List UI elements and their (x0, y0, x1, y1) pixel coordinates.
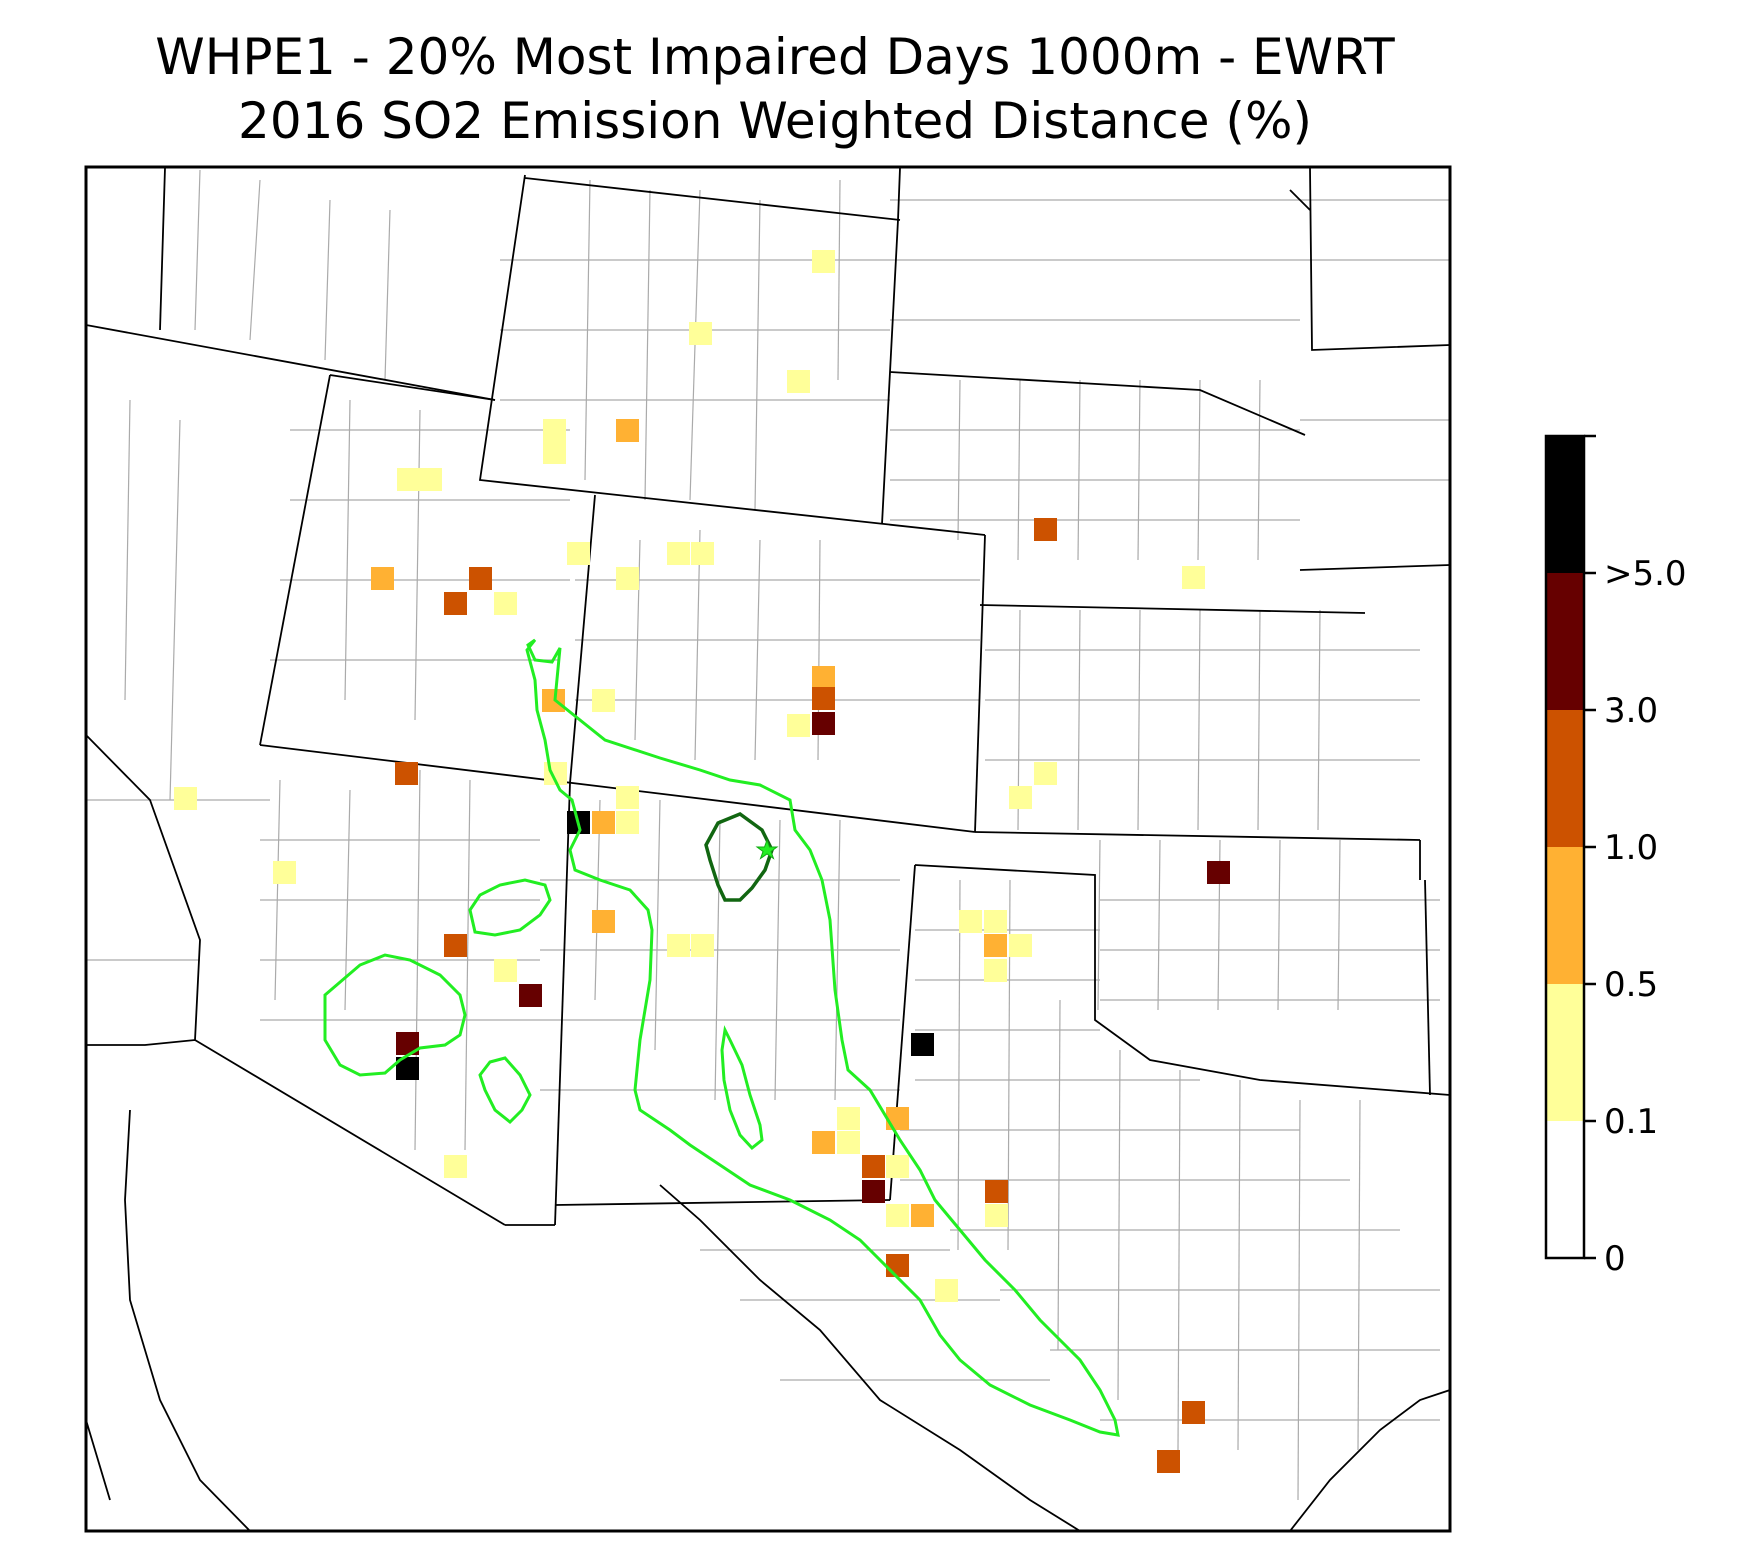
emission-cell (396, 1057, 419, 1080)
colorbar-box (1546, 847, 1584, 984)
contour-outer-small2 (478, 1056, 532, 1125)
emission-cell (691, 934, 714, 957)
emission-cell (667, 542, 690, 565)
emission-cell (616, 786, 639, 809)
emission-cell (886, 1107, 909, 1130)
colorbar-tick-label: 0.1 (1604, 1102, 1658, 1142)
colorbar-tick-label: 0.5 (1604, 965, 1658, 1005)
emission-cell (395, 762, 418, 785)
emission-cell (985, 1180, 1008, 1203)
emission-cell (812, 1131, 835, 1154)
emission-cell (985, 1204, 1008, 1227)
emission-cell (1157, 1450, 1180, 1473)
emission-cell (862, 1155, 885, 1178)
emission-cell (494, 592, 517, 615)
map-area (86, 167, 1450, 1531)
emission-cell (174, 787, 197, 810)
emission-cell (543, 419, 566, 442)
contours (323, 638, 1120, 1437)
emission-cell (689, 322, 712, 345)
emission-cell (592, 811, 615, 834)
emission-cell (984, 959, 1007, 982)
emission-cell (812, 712, 835, 735)
emission-cell (691, 542, 714, 565)
state-borders (86, 167, 1450, 1531)
map-title: WHPE1 - 20% Most Impaired Days 1000m - E… (155, 28, 1395, 86)
emission-cell (959, 910, 982, 933)
emission-cell (371, 567, 394, 590)
map-frame (84, 165, 1452, 1533)
emission-cell (616, 419, 639, 442)
emission-cell (1182, 1401, 1205, 1424)
emission-cell (935, 1279, 958, 1302)
colorbar-tick-label: 1.0 (1604, 828, 1658, 868)
emission-cell (273, 861, 296, 884)
colorbar-tick-label: 3.0 (1604, 691, 1658, 731)
emission-cell (1034, 762, 1057, 785)
emission-cell (837, 1131, 860, 1154)
emission-cell (494, 959, 517, 982)
contour-outer-small3 (720, 1025, 764, 1151)
emission-cell (419, 468, 442, 491)
emission-cell (1009, 786, 1032, 809)
emission-cell (984, 934, 1007, 957)
emission-cell (1182, 566, 1205, 589)
emission-cell (787, 370, 810, 393)
emission-cell (886, 1204, 909, 1227)
site-star-icon (755, 838, 779, 860)
emission-cell (567, 542, 590, 565)
emission-cell (469, 567, 492, 590)
emission-cell (592, 689, 615, 712)
colorbar-box (1546, 436, 1584, 573)
emission-cell (837, 1107, 860, 1130)
emission-cell (519, 984, 542, 1007)
emission-cell (444, 592, 467, 615)
emission-cell (812, 687, 835, 710)
map-subtitle: 2016 SO2 Emission Weighted Distance (%) (238, 92, 1312, 150)
emission-cell (862, 1180, 885, 1203)
emission-cell (787, 714, 810, 737)
emission-cell (444, 934, 467, 957)
contour-outer-sw (323, 953, 467, 1077)
colorbar-box (1546, 573, 1584, 710)
emission-cell (984, 910, 1007, 933)
emission-cell (397, 468, 420, 491)
emission-cell (1034, 518, 1057, 541)
emission-cell (616, 567, 639, 590)
contour-inner (704, 812, 774, 902)
contour-outer-small1 (468, 878, 552, 937)
emission-cell (592, 910, 615, 933)
emission-cell (444, 1155, 467, 1178)
colorbar-box (1546, 710, 1584, 847)
emission-cells (174, 250, 1230, 1473)
emission-cell (911, 1033, 934, 1056)
emission-cell (396, 1032, 419, 1055)
emission-cell (886, 1254, 909, 1277)
contour-outer-main (525, 638, 1120, 1437)
emission-cell (911, 1204, 934, 1227)
colorbar-box (1546, 984, 1584, 1121)
emission-cell (543, 441, 566, 464)
emission-cell (616, 811, 639, 834)
colorbar-tick-label: >5.0 (1604, 554, 1687, 594)
emission-cell (886, 1155, 909, 1178)
emission-cell (812, 250, 835, 273)
emission-cell (667, 934, 690, 957)
colorbar-box (1546, 1121, 1584, 1258)
emission-cell (812, 666, 835, 689)
colorbar: 0 0.1 0.5 1.0 3.0 >5.0 (1544, 434, 1687, 1279)
colorbar-tick-label: 0 (1604, 1239, 1626, 1279)
emission-cell (1207, 861, 1230, 884)
emission-cell (1009, 934, 1032, 957)
